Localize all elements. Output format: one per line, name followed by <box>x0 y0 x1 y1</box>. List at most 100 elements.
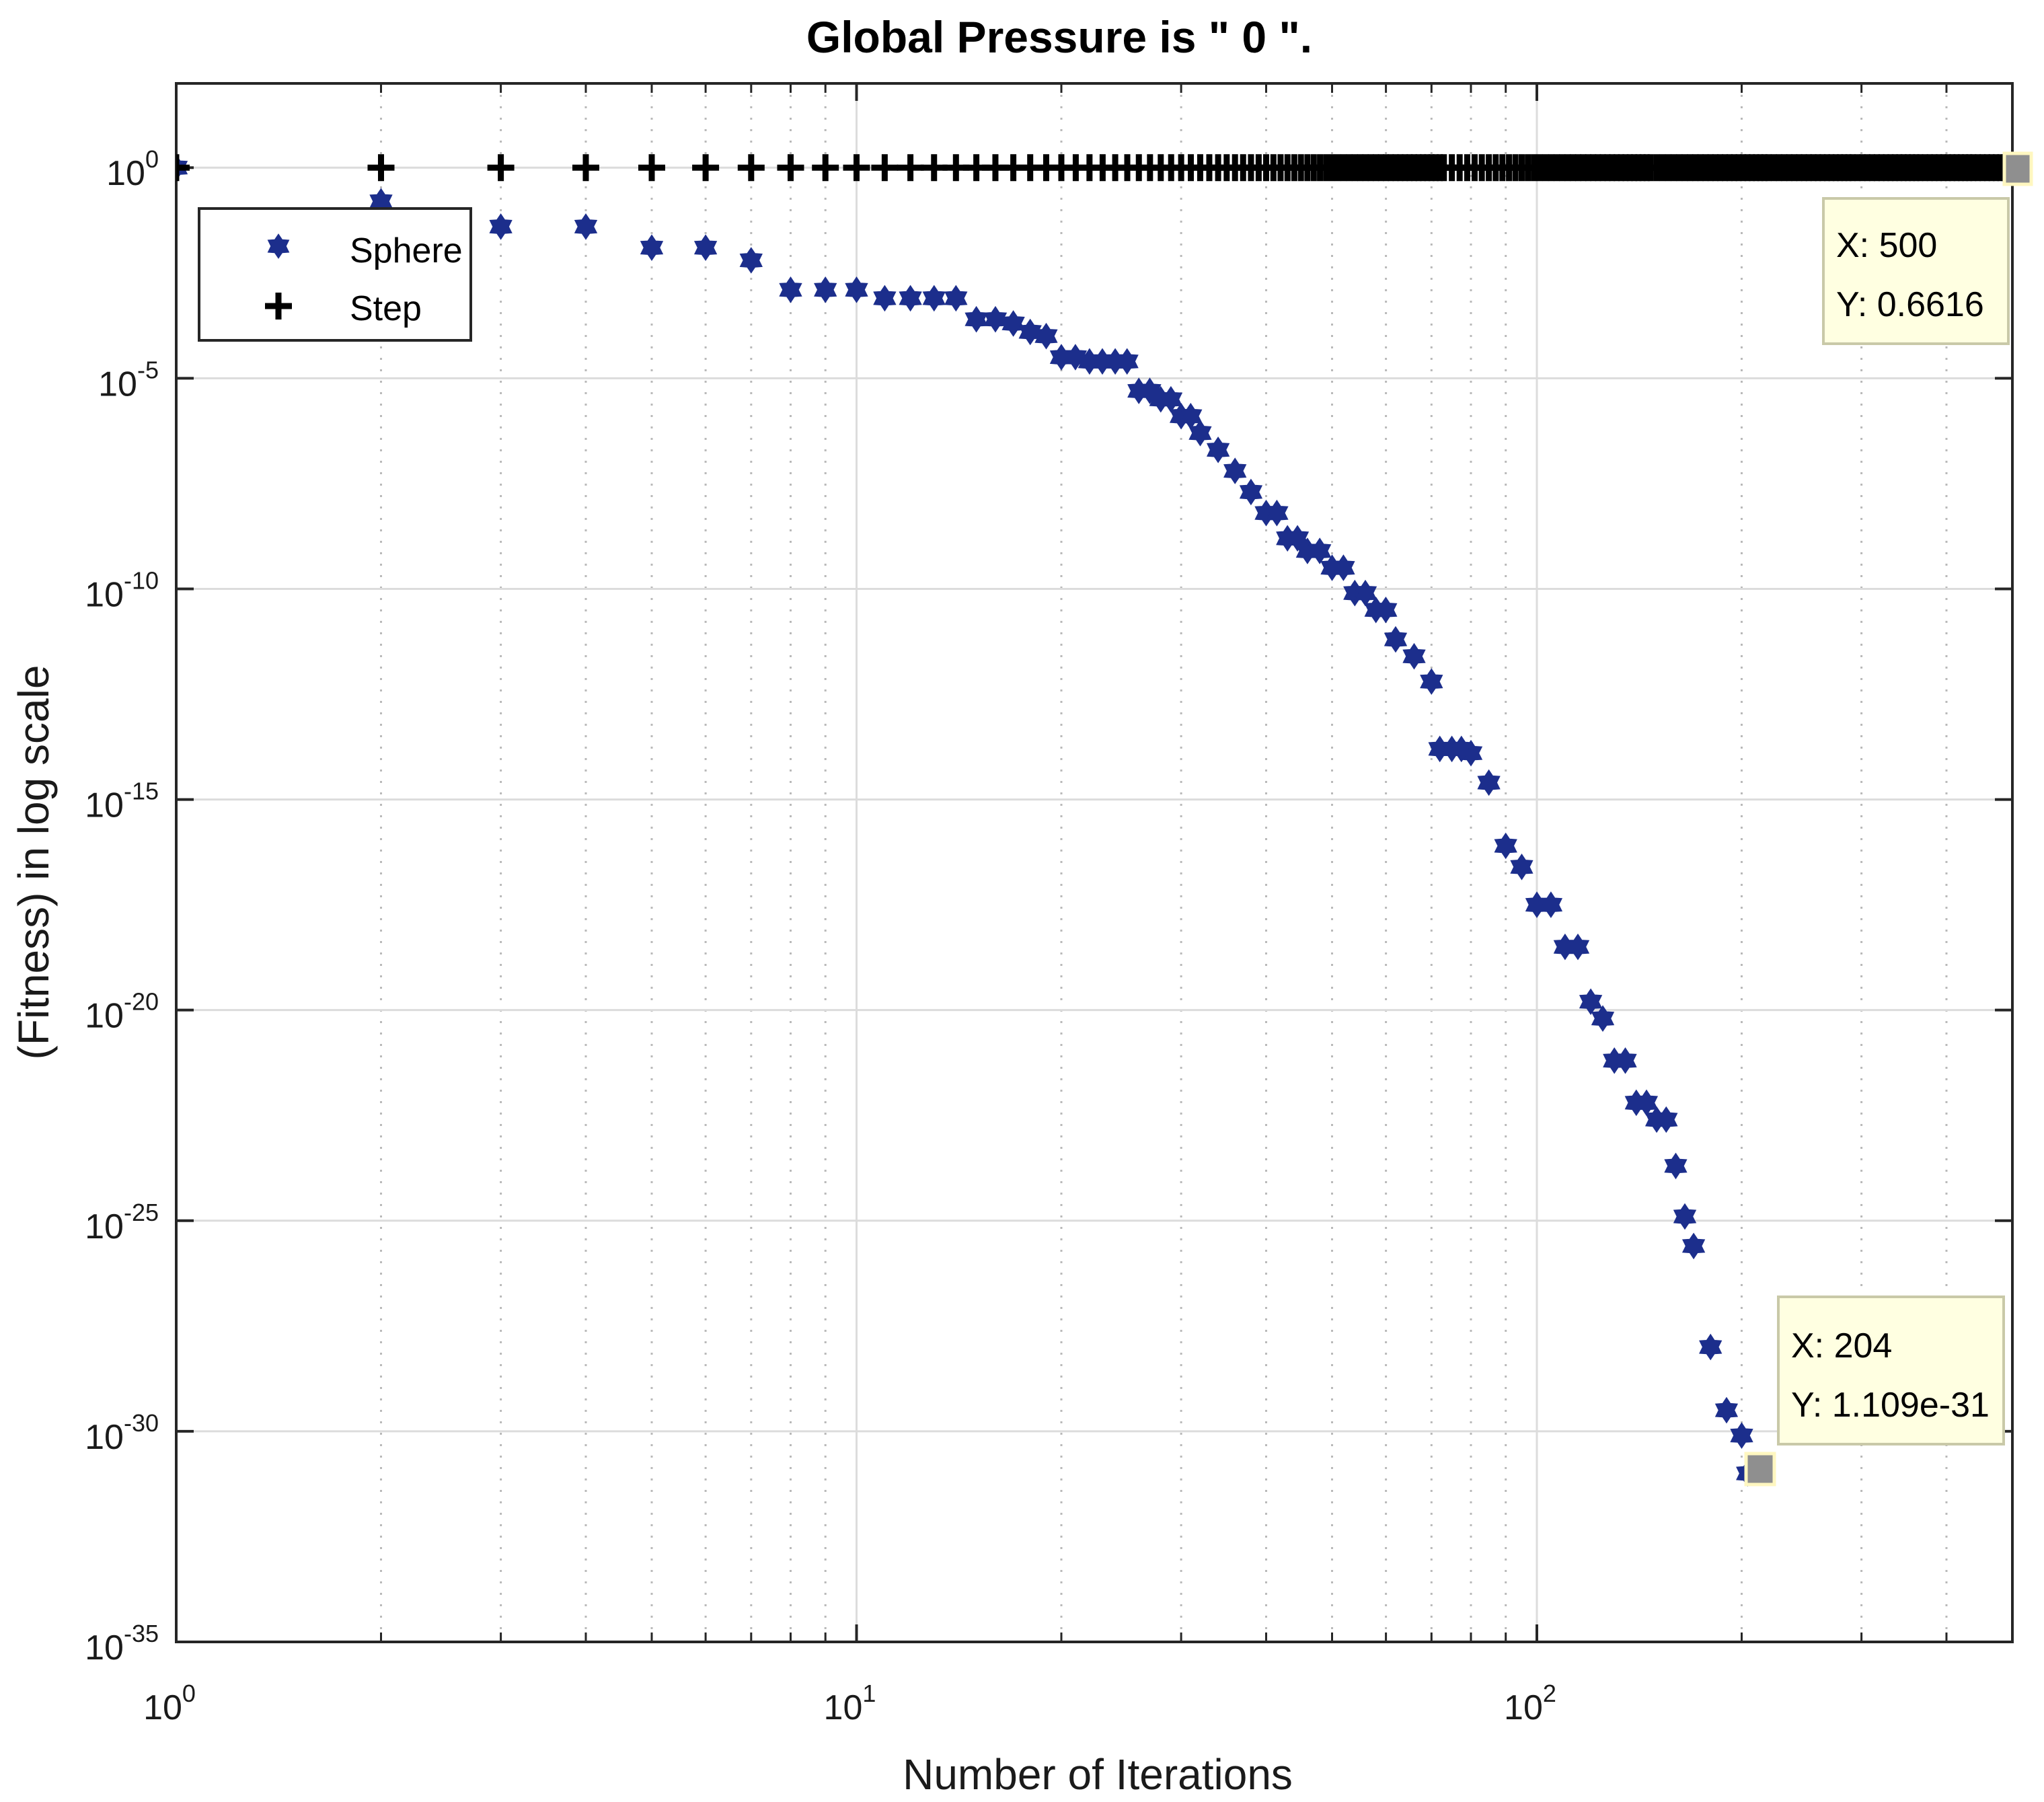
sphere-point <box>489 213 513 240</box>
sphere-point <box>779 276 802 303</box>
sphere-point <box>1223 457 1247 484</box>
sphere-point <box>1384 626 1408 653</box>
sphere-point <box>1449 735 1473 763</box>
y-tick-label: 100 <box>106 145 159 193</box>
x-tick-label: 101 <box>824 1680 876 1727</box>
legend: Sphere Step <box>198 207 472 342</box>
sphere-point <box>1664 1152 1688 1180</box>
sphere-point <box>1374 597 1398 624</box>
y-tick-label: 10-20 <box>85 988 159 1036</box>
sphere-point <box>1591 1005 1615 1032</box>
sphere-point <box>1285 525 1310 552</box>
sphere-point <box>1420 668 1443 695</box>
sphere-point <box>922 285 946 312</box>
series-sphere <box>176 154 1759 1487</box>
sphere-point <box>1510 854 1534 880</box>
step-point <box>737 154 765 182</box>
sphere-point <box>1308 537 1332 564</box>
datatip-sphere-marker <box>1744 1452 1776 1487</box>
sphere-point <box>1265 499 1289 527</box>
sphere-point <box>1206 437 1230 463</box>
y-tick-label: 10-25 <box>85 1199 159 1246</box>
sphere-point <box>1138 377 1162 404</box>
datatip-step-box <box>1822 197 2010 345</box>
sphere-point <box>1001 310 1025 337</box>
step-point <box>572 154 599 182</box>
step-point <box>487 154 515 182</box>
axes-box <box>175 82 2014 1643</box>
legend-step-marker <box>265 293 292 320</box>
x-tick-label: 102 <box>1504 1680 1556 1727</box>
sphere-point <box>1714 1396 1739 1424</box>
sphere-point <box>873 285 897 312</box>
sphere-point <box>693 234 718 261</box>
sphere-point <box>1063 344 1088 371</box>
step-point <box>812 154 839 182</box>
sphere-point <box>640 234 664 261</box>
sphere-point <box>1239 478 1263 506</box>
sphere-point <box>1614 1047 1637 1074</box>
step-point <box>176 154 190 182</box>
sphere-point <box>1634 1089 1659 1117</box>
legend-sphere-marker <box>267 233 290 259</box>
x-tick-label: 100 <box>143 1680 196 1727</box>
sphere-point <box>1034 322 1058 350</box>
legend-sphere-label: Sphere <box>350 231 463 270</box>
step-point <box>367 154 395 182</box>
sphere-point <box>1115 348 1139 375</box>
x-tick-labels: 100 101 102 <box>143 1680 1556 1727</box>
step-point <box>871 154 899 182</box>
sphere-point <box>1159 385 1183 413</box>
sphere-point <box>845 276 868 303</box>
datatip-sphere-x: X: 204 <box>1791 1326 1892 1365</box>
sphere-point <box>1179 402 1203 430</box>
y-tick-label: 10-35 <box>85 1620 159 1667</box>
sphere-point <box>814 276 837 303</box>
sphere-point <box>899 285 922 312</box>
datatip-step[interactable]: X: 500 Y: 0.6616 <box>1822 151 2033 345</box>
step-point <box>777 154 804 182</box>
sphere-point <box>1699 1333 1723 1361</box>
y-tick-label: 10-30 <box>85 1409 159 1457</box>
step-point <box>692 154 720 182</box>
y-tick-label: 10-15 <box>85 778 159 825</box>
chart-title: Global Pressure is " 0 ". <box>806 12 1312 62</box>
y-tick-label: 10-5 <box>98 356 159 404</box>
sphere-point <box>1477 769 1501 796</box>
step-point <box>843 154 870 182</box>
sphere-point <box>1402 642 1426 670</box>
y-axis-label: (Fitness) in log scale <box>9 665 58 1060</box>
datatip-sphere-y: Y: 1.109e-31 <box>1791 1386 1990 1425</box>
sphere-point <box>574 213 598 240</box>
series-step <box>176 154 2012 182</box>
sphere-point <box>1673 1203 1697 1230</box>
sphere-point <box>1730 1422 1753 1450</box>
x-axis-label: Number of Iterations <box>903 1750 1293 1799</box>
sphere-point <box>1579 988 1603 1016</box>
sphere-point <box>944 285 968 312</box>
sphere-point <box>1090 348 1114 375</box>
legend-box <box>198 207 472 342</box>
y-tick-label: 10-10 <box>85 566 159 614</box>
plot-area <box>176 83 2012 1642</box>
datatip-step-x: X: 500 <box>1836 226 1937 265</box>
sphere-point <box>1018 318 1042 346</box>
datatip-step-y: Y: 0.6616 <box>1836 285 1984 324</box>
step-point <box>638 154 666 182</box>
sphere-point <box>1655 1106 1678 1133</box>
sphere-point <box>1353 579 1377 607</box>
sphere-point <box>739 247 763 274</box>
step-point <box>897 154 924 182</box>
y-tick-labels: 100 10-5 10-10 10-15 10-20 10-25 10-30 10-35 <box>85 145 159 1667</box>
sphere-point <box>1566 933 1590 961</box>
sphere-point <box>1494 832 1517 860</box>
sphere-point <box>983 305 1008 333</box>
sphere-point <box>1332 554 1355 581</box>
datatip-sphere[interactable]: X: 204 Y: 1.109e-31 <box>1744 1296 2005 1487</box>
datatip-step-marker <box>2002 151 2033 186</box>
sphere-point <box>1539 891 1563 918</box>
datatip-sphere-box <box>1777 1296 2005 1446</box>
sphere-point <box>1681 1232 1706 1260</box>
legend-step-label: Step <box>350 289 422 328</box>
